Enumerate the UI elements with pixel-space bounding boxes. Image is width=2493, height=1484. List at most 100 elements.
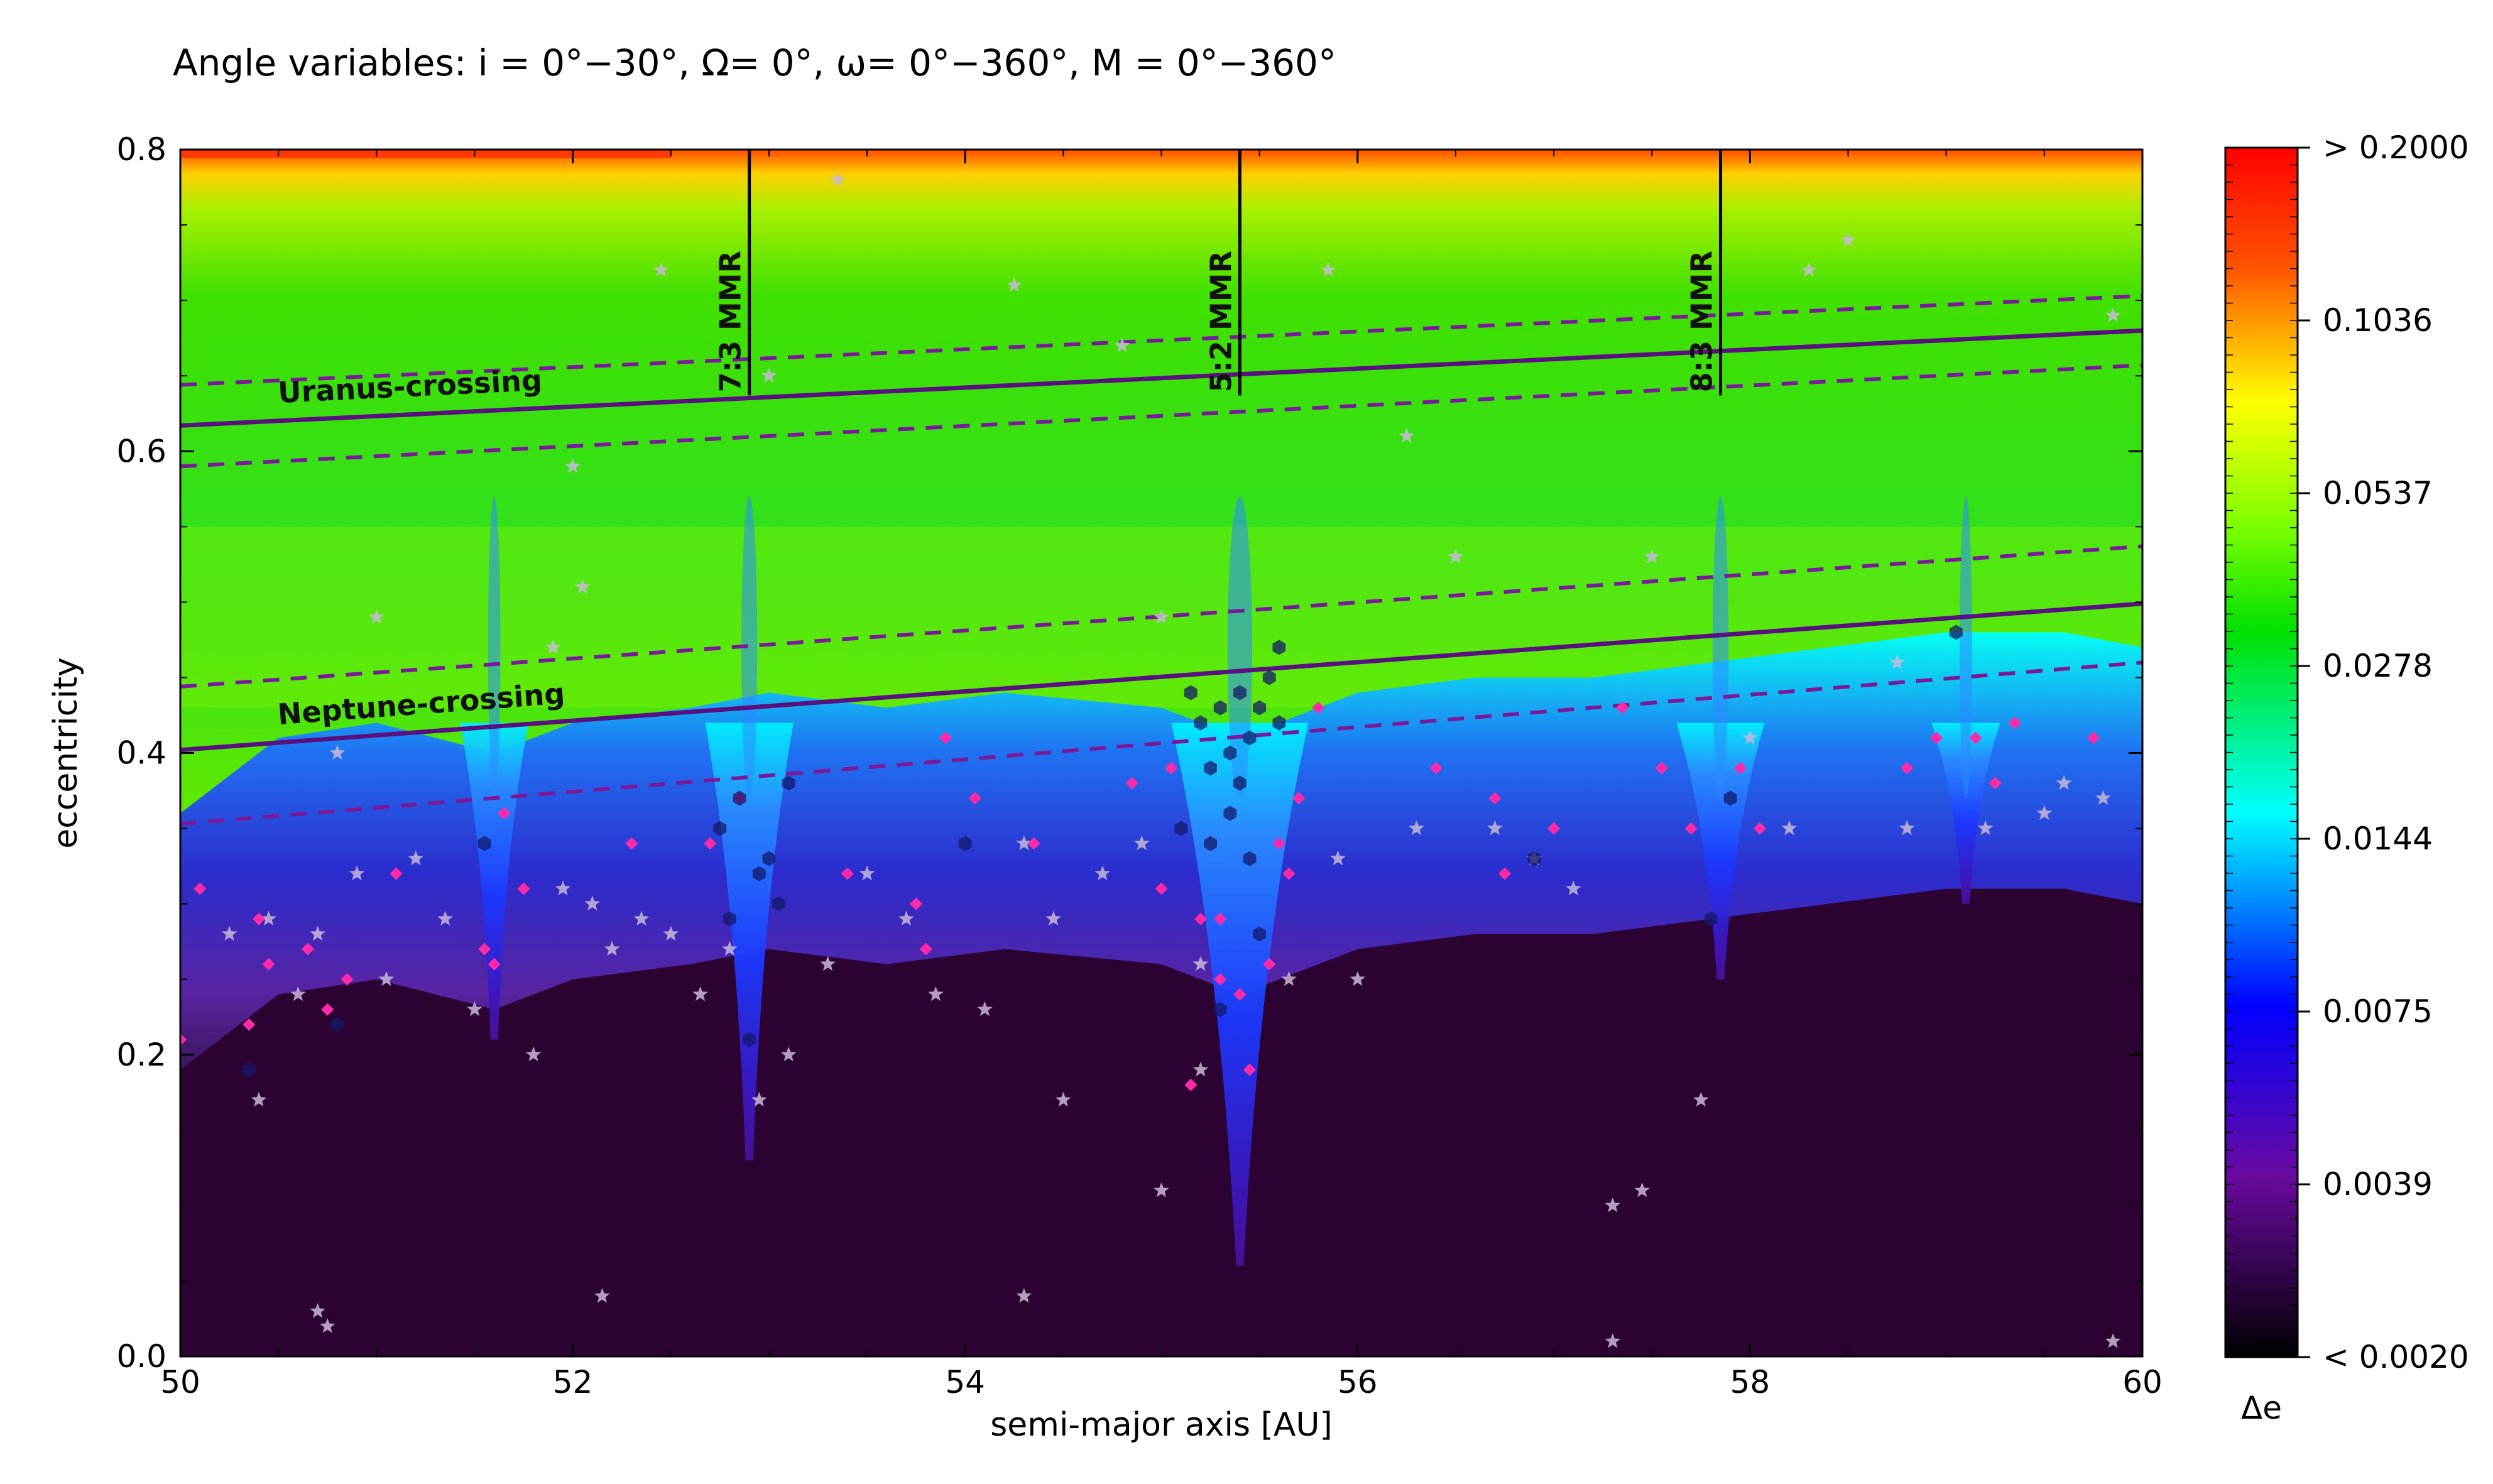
- hexagon-marker: [772, 896, 785, 912]
- colorbar-tick-label: 0.1036: [2323, 302, 2433, 339]
- chart-title: Angle variables: i = 0°−30°, Ω= 0°, ω= 0…: [173, 41, 1336, 84]
- hexagon-marker: [1204, 760, 1217, 776]
- colorbar: > 0.2000 0.1036 0.0537 0.0278 0.0144 0.0075 0.…: [2224, 129, 2469, 1426]
- diamond-marker: [1616, 701, 1629, 714]
- y-axis-label: eccentricity: [47, 657, 85, 849]
- resonance-dip-0: [460, 723, 529, 1040]
- star-marker: [1016, 1287, 1032, 1303]
- diamond-marker: [2009, 716, 2022, 729]
- star-marker: [319, 1318, 335, 1333]
- diamond-marker: [1214, 973, 1227, 986]
- heatmap-field: [180, 150, 2142, 1356]
- diamond-marker: [1547, 822, 1561, 835]
- resonance-dip-4: [1931, 723, 2000, 904]
- hexagon-marker: [762, 851, 776, 866]
- diamond-marker: [1292, 792, 1306, 805]
- diamond-marker: [1930, 731, 1943, 745]
- hexagon-marker: [1253, 926, 1267, 942]
- star-marker: [1693, 1091, 1709, 1107]
- resonance-plume-4: [1960, 496, 1972, 799]
- hexagon-marker: [1527, 851, 1541, 866]
- star-marker: [1281, 971, 1297, 986]
- diamond-marker: [1488, 792, 1502, 805]
- star-marker: [1094, 865, 1111, 881]
- star-marker: [408, 850, 424, 866]
- diamond-marker: [1233, 988, 1246, 1001]
- star-marker: [663, 925, 679, 941]
- star-marker: [633, 910, 650, 926]
- star-marker: [1487, 820, 1503, 836]
- star-marker: [1399, 428, 1415, 443]
- heatmap-top-edge: [180, 150, 671, 158]
- star-marker: [761, 368, 777, 383]
- star-marker: [653, 262, 669, 277]
- diamond-marker: [1243, 1063, 1257, 1076]
- diamond-marker: [301, 942, 314, 956]
- star-marker: [1781, 820, 1797, 836]
- diamond-marker: [1969, 731, 1982, 745]
- hexagon-marker: [477, 836, 491, 851]
- star-marker: [829, 172, 846, 187]
- resonance-label-1: 5:2 MMR: [1204, 251, 1238, 392]
- crossing-solid-1: [180, 601, 2142, 753]
- hexagon-marker: [1194, 715, 1208, 731]
- star-marker: [310, 1302, 325, 1318]
- star-marker: [2036, 805, 2053, 821]
- colorbar-tick-label: 0.0278: [2323, 648, 2433, 684]
- hexagon-marker: [713, 821, 727, 836]
- crossing-dashed-lower-0: [180, 363, 2142, 469]
- hexagon-marker: [1223, 805, 1237, 821]
- star-marker: [722, 941, 738, 956]
- star-marker: [1133, 835, 1150, 851]
- star-marker: [1114, 337, 1130, 352]
- star-marker: [437, 910, 453, 926]
- star-marker: [1192, 1061, 1209, 1077]
- diamond-marker: [243, 1018, 256, 1031]
- hexagon-marker: [723, 911, 736, 927]
- resonance-plume-0: [488, 496, 501, 799]
- hexagon-marker: [1233, 685, 1246, 701]
- hexagon-marker: [1233, 775, 1246, 791]
- star-marker: [261, 910, 276, 926]
- crossing-dashed-upper-0: [180, 293, 2142, 387]
- diamond-marker: [1027, 837, 1040, 850]
- hexagon-marker: [743, 1032, 756, 1047]
- star-marker: [1409, 820, 1424, 836]
- star-marker: [584, 895, 601, 911]
- star-marker: [1016, 835, 1032, 851]
- hexagon-marker: [1272, 715, 1286, 731]
- hexagon-marker: [1253, 700, 1267, 716]
- resonance-plume-2: [1227, 496, 1253, 799]
- star-marker: [1006, 277, 1022, 292]
- diamond-marker: [262, 958, 275, 971]
- star-marker: [1350, 971, 1366, 986]
- diamond-marker: [180, 1033, 187, 1046]
- diamond-marker: [194, 882, 207, 895]
- diamond-marker: [1263, 958, 1276, 971]
- star-marker: [221, 925, 237, 941]
- colorbar-tick-label: 0.0537: [2323, 475, 2433, 511]
- star-marker: [1565, 880, 1581, 896]
- diamond-marker: [321, 1003, 334, 1016]
- diamond-marker: [1155, 882, 1168, 895]
- star-marker: [1320, 262, 1336, 277]
- star-marker: [329, 745, 346, 760]
- star-marker: [898, 910, 914, 926]
- diamond-marker: [968, 792, 981, 805]
- diamond-marker: [478, 942, 491, 956]
- star-marker: [780, 1046, 797, 1062]
- hexagon-marker: [958, 836, 972, 851]
- x-tick-label: 60: [2122, 1364, 2163, 1400]
- star-marker: [859, 865, 875, 881]
- star-marker: [751, 1091, 767, 1107]
- star-marker: [1154, 1182, 1169, 1198]
- star-marker: [467, 1001, 483, 1017]
- diamond-marker: [390, 867, 403, 880]
- diamond-marker: [939, 731, 952, 745]
- star-marker: [1889, 654, 1905, 669]
- diamond-marker: [919, 942, 932, 956]
- star-marker: [1605, 1333, 1621, 1348]
- star-marker: [1154, 609, 1169, 624]
- star-marker: [2105, 307, 2121, 322]
- hexagon-marker: [1243, 730, 1257, 746]
